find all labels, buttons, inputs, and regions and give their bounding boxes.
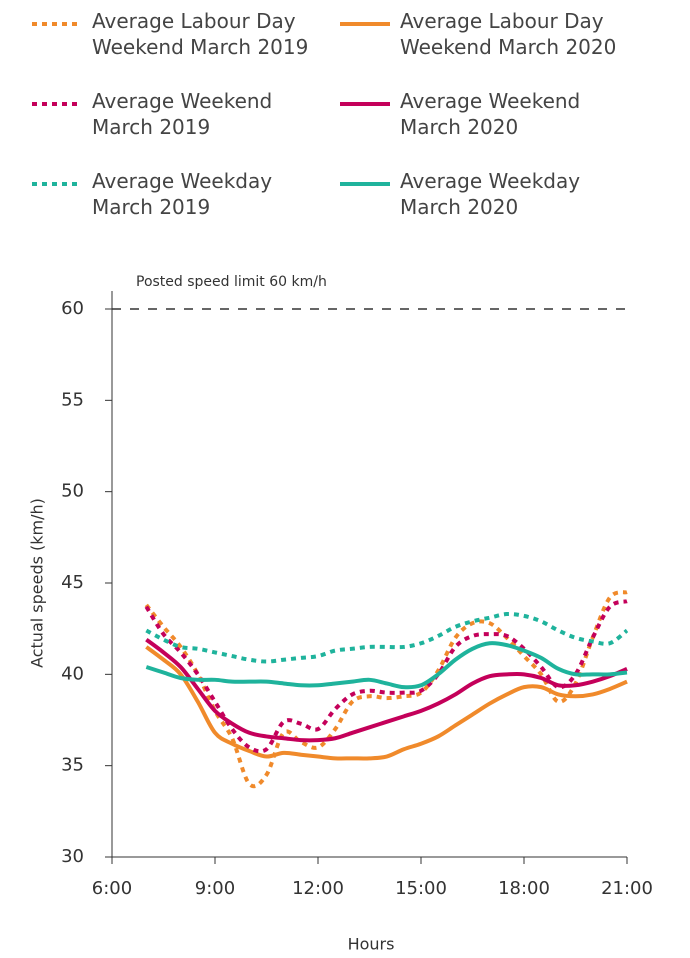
x-tick-label: 6:00 bbox=[92, 878, 132, 899]
x-tick-label: 18:00 bbox=[498, 878, 550, 899]
legend-item: Average Weekend March 2020 bbox=[340, 88, 620, 140]
y-tick-label: 50 bbox=[61, 481, 84, 502]
legend-swatch bbox=[340, 22, 390, 26]
legend-item: Average Weekday March 2019 bbox=[32, 168, 312, 220]
x-tick-label: 21:00 bbox=[601, 878, 653, 899]
x-axis-label: Hours bbox=[348, 935, 395, 954]
y-tick-label: 60 bbox=[61, 298, 84, 319]
legend-swatch bbox=[340, 182, 390, 186]
y-tick-label: 55 bbox=[61, 389, 84, 410]
series-line bbox=[144, 599, 628, 754]
y-tick-label: 35 bbox=[61, 755, 84, 776]
legend-label: Average Weekday March 2020 bbox=[400, 169, 581, 219]
y-tick-label: 30 bbox=[61, 846, 84, 867]
x-tick-label: 15:00 bbox=[395, 878, 447, 899]
legend-swatch bbox=[32, 182, 82, 186]
series-line bbox=[145, 638, 628, 743]
legend-item: Average Labour Day Weekend March 2019 bbox=[32, 8, 312, 60]
legend-label: Average Labour Day Weekend March 2019 bbox=[92, 9, 309, 59]
y-tick-label: 40 bbox=[61, 663, 84, 684]
legend-label: Average Weekend March 2019 bbox=[92, 89, 273, 139]
y-axis-label: Actual speeds (km/h) bbox=[28, 498, 47, 668]
legend-label: Average Weekend March 2020 bbox=[400, 89, 581, 139]
series-line bbox=[145, 611, 629, 664]
x-tick-label: 9:00 bbox=[195, 878, 235, 899]
y-tick-label: 45 bbox=[61, 572, 84, 593]
legend-item: Average Labour Day Weekend March 2020 bbox=[340, 8, 620, 60]
legend-item: Average Weekday March 2020 bbox=[340, 168, 620, 220]
series-line bbox=[145, 645, 628, 761]
legend-swatch bbox=[32, 102, 82, 106]
legend-swatch bbox=[340, 102, 390, 106]
legend-item: Average Weekend March 2019 bbox=[32, 88, 312, 140]
x-tick-label: 12:00 bbox=[292, 878, 344, 899]
legend-label: Average Weekday March 2019 bbox=[92, 169, 273, 219]
series-line bbox=[144, 590, 628, 789]
legend-swatch bbox=[32, 22, 82, 26]
series-line bbox=[145, 641, 628, 690]
reference-label: Posted speed limit 60 km/h bbox=[136, 274, 327, 290]
legend-label: Average Labour Day Weekend March 2020 bbox=[400, 9, 617, 59]
